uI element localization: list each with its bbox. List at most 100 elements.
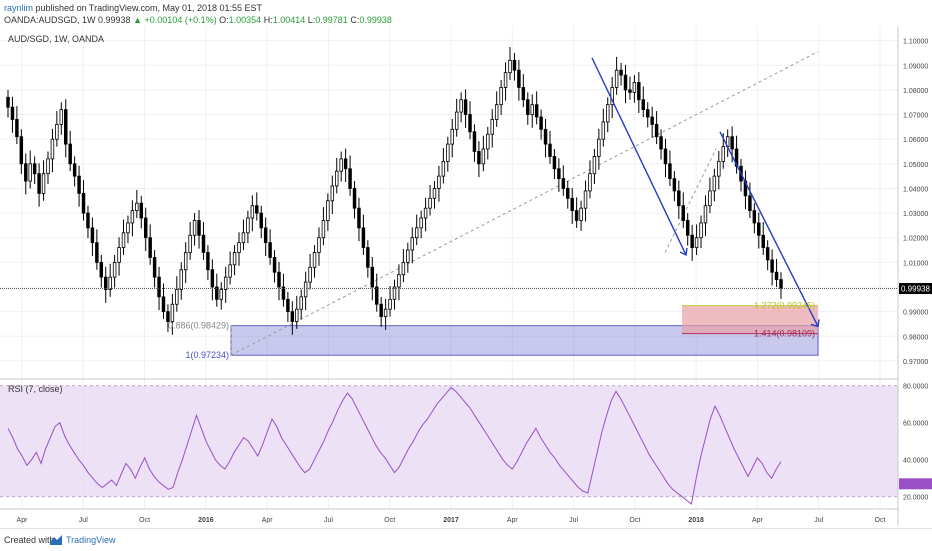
candle-up: [597, 138, 601, 157]
candle-down: [539, 116, 543, 130]
candle-up: [339, 158, 343, 172]
ohlc-line: OANDA:AUDSGD, 1W 0.99938 ▲ +0.00104 (+0.…: [4, 14, 392, 26]
fib-dashed-line: [230, 51, 819, 356]
candle-up: [601, 121, 606, 140]
price-tick-label: 1.08000: [903, 88, 928, 95]
time-tick-label: Oct: [875, 517, 886, 524]
candle-up: [112, 261, 117, 278]
candle-down: [757, 222, 761, 236]
time-tick-label: Jul: [79, 517, 88, 524]
candle-up: [330, 185, 335, 202]
price-tick-label: 0.98000: [903, 334, 928, 341]
candle-up: [410, 237, 415, 251]
candle-up: [401, 261, 406, 276]
candle-up: [317, 237, 321, 253]
price-tick-label: 1.07000: [903, 113, 928, 120]
footer: Created with TradingView: [0, 528, 932, 551]
candle-up: [117, 247, 121, 263]
candle-up: [250, 205, 255, 219]
candle-down: [628, 89, 632, 93]
time-tick-label: Oct: [384, 517, 395, 524]
candle-down: [548, 143, 552, 157]
trend-arrow-1[interactable]: [591, 57, 687, 256]
candle-down: [201, 234, 206, 253]
price-chart-svg[interactable]: AUD/SGD, 1W, OANDA 0.886(0.98429) 1(0.97…: [0, 26, 932, 526]
candle-down: [681, 205, 685, 221]
candle-down: [104, 276, 108, 290]
trend-arrow-2-head: [810, 319, 820, 328]
candle-up: [237, 242, 241, 253]
candle-up: [303, 281, 308, 298]
candle-down: [370, 266, 375, 288]
candle-down: [272, 257, 277, 273]
open-value: 1.00354: [228, 15, 262, 25]
candle-up: [414, 227, 419, 239]
rsi-tick-label: 60.0000: [903, 421, 928, 428]
candle-up: [188, 234, 192, 253]
rsi-band: [0, 385, 898, 497]
candle-down: [472, 131, 477, 152]
last-price-tag: [899, 283, 932, 295]
candle-up: [397, 274, 401, 288]
price-tick-label: 1.02000: [903, 236, 928, 243]
candle-down: [86, 212, 90, 229]
trend-arrow-2[interactable]: [719, 131, 819, 327]
candle-down: [517, 69, 521, 88]
target-zone[interactable]: [682, 305, 818, 334]
candle-down: [206, 252, 210, 271]
candle-up: [219, 289, 223, 300]
candle-up: [606, 104, 610, 123]
chart-area[interactable]: AUD/SGD, 1W, OANDA 0.886(0.98429) 1(0.97…: [0, 26, 932, 526]
candle-down: [77, 175, 81, 194]
candle-down: [166, 311, 170, 322]
candle-up: [490, 119, 494, 135]
fib-label-0886: 0.886(0.98429): [168, 321, 229, 331]
fib-dashed-line-2: [664, 148, 717, 253]
candle-up: [308, 266, 312, 283]
candle-up: [441, 160, 446, 177]
candle-down: [770, 259, 774, 273]
up-arrow-icon: ▲: [133, 15, 143, 25]
open-label: O:: [219, 15, 229, 25]
candle-up: [459, 99, 463, 113]
candle-down: [215, 286, 219, 300]
trend-arrow-1-head: [679, 247, 688, 257]
candle-up: [423, 207, 428, 219]
candle-down: [779, 279, 783, 289]
candle-down: [561, 178, 566, 189]
price-tick-label: 1.09000: [903, 63, 928, 70]
candle-up: [228, 264, 232, 278]
candle-down: [752, 210, 757, 224]
candle-down: [343, 158, 348, 170]
candle-up: [419, 217, 423, 229]
candle-up: [326, 200, 330, 221]
candle-up: [59, 109, 64, 125]
candle-down: [566, 188, 570, 199]
candle-up: [126, 222, 130, 234]
candle-down: [374, 286, 379, 305]
candle-up: [481, 148, 486, 165]
candle-down: [574, 210, 579, 221]
candle-down: [366, 247, 370, 268]
candle-down: [672, 178, 677, 192]
candle-up: [406, 249, 410, 263]
rsi-line[interactable]: [7, 386, 782, 506]
candle-down: [552, 156, 557, 170]
fib-label-1: 1(0.97234): [185, 350, 229, 360]
author-link[interactable]: raynlim: [4, 3, 34, 13]
tradingview-link[interactable]: TradingView: [66, 535, 116, 545]
candle-down: [668, 163, 672, 179]
candle-up: [721, 146, 725, 162]
candle-up: [295, 308, 299, 322]
candle-up: [494, 104, 499, 120]
candle-up: [592, 156, 597, 175]
candle-down: [570, 197, 574, 212]
high-value: 1.00414: [272, 15, 306, 25]
time-tick-label: Jul: [569, 517, 578, 524]
candle-up: [708, 190, 712, 207]
candle-down: [557, 168, 561, 179]
candle-down: [619, 69, 623, 76]
published-text: published on TradingView.com, May 01, 20…: [35, 3, 263, 13]
candle-up: [335, 170, 339, 187]
candle-up: [583, 190, 588, 209]
